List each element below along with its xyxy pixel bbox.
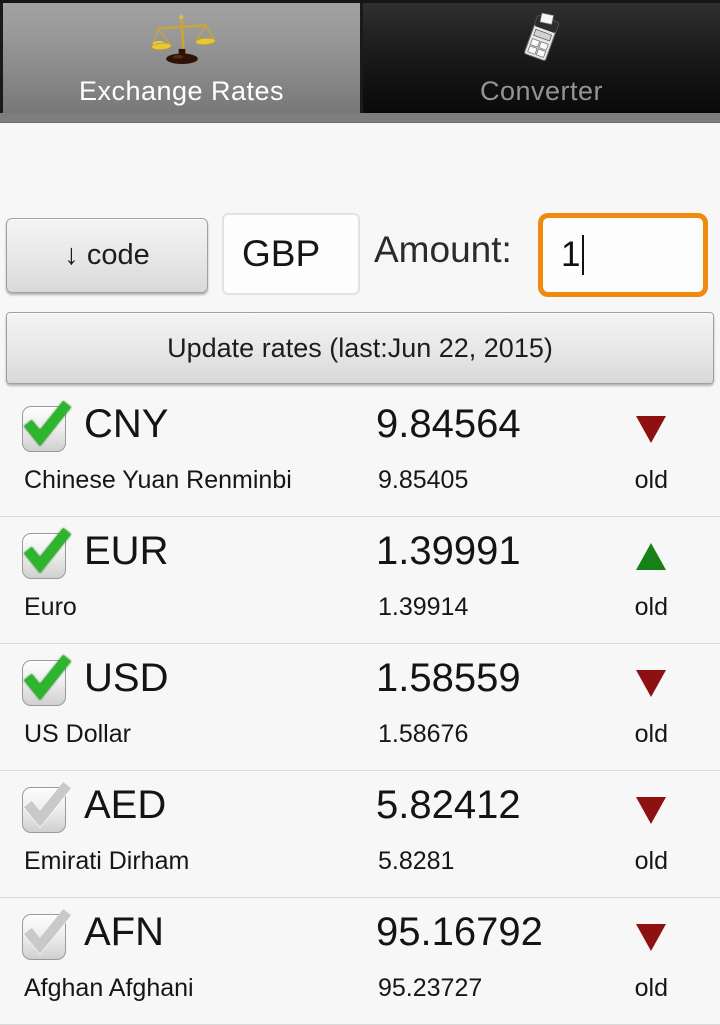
currency-name: US Dollar xyxy=(24,720,131,748)
currency-rate: 95.16792 xyxy=(376,910,543,954)
currency-rate: 1.58559 xyxy=(376,656,521,700)
trend-down-icon xyxy=(636,416,666,443)
currency-checkbox[interactable] xyxy=(22,654,72,706)
balance-scale-icon xyxy=(149,10,215,68)
currency-code: AED xyxy=(84,783,167,827)
currency-name: Euro xyxy=(24,593,77,621)
base-currency-field[interactable]: GBP xyxy=(222,213,360,295)
currency-name: Emirati Dirham xyxy=(24,847,190,875)
currency-row-eur[interactable]: EUR 1.39991 Euro 1.39914 old xyxy=(0,517,720,644)
tab-label: Exchange Rates xyxy=(78,76,285,106)
currency-name: Chinese Yuan Renminbi xyxy=(24,466,292,494)
old-label: old xyxy=(634,847,668,875)
old-label: old xyxy=(634,466,668,494)
tab-exchange-rates[interactable]: Exchange Rates xyxy=(0,3,363,113)
amount-input[interactable]: 1 xyxy=(538,213,708,297)
amount-value: 1 xyxy=(561,235,581,274)
currency-rate: 1.39991 xyxy=(376,529,521,573)
old-label: old xyxy=(634,593,668,621)
trend-down-icon xyxy=(636,924,666,951)
update-rates-button[interactable]: Update rates (last:Jun 22, 2015) xyxy=(6,312,714,384)
old-rate: 95.23727 xyxy=(378,974,483,1002)
trend-up-icon xyxy=(636,543,666,570)
currency-row-usd[interactable]: USD 1.58559 US Dollar 1.58676 old xyxy=(0,644,720,771)
controls-bar: ↓ code GBP Amount: 1 xyxy=(0,213,720,297)
currency-row-cny[interactable]: CNY 9.84564 Chinese Yuan Renminbi 9.8540… xyxy=(0,390,720,517)
trend-down-icon xyxy=(636,670,666,697)
old-rate: 9.85405 xyxy=(378,466,469,494)
currency-checkbox[interactable] xyxy=(22,400,72,452)
tab-converter[interactable]: Converter xyxy=(363,3,720,113)
currency-code: USD xyxy=(84,656,169,700)
sort-by-code-button[interactable]: ↓ code xyxy=(6,218,208,293)
currency-rate: 5.82412 xyxy=(376,783,521,827)
currency-rate: 9.84564 xyxy=(376,402,521,446)
old-label: old xyxy=(634,974,668,1002)
trend-down-icon xyxy=(636,797,666,824)
calculator-icon xyxy=(519,10,565,68)
currency-checkbox[interactable] xyxy=(22,527,72,579)
tab-strip xyxy=(0,113,720,123)
currency-name: Afghan Afghani xyxy=(24,974,194,1002)
currency-row-afn[interactable]: AFN 95.16792 Afghan Afghani 95.23727 old xyxy=(0,898,720,1025)
old-label: old xyxy=(634,720,668,748)
currency-code: AFN xyxy=(84,910,164,954)
old-rate: 1.58676 xyxy=(378,720,469,748)
amount-label: Amount: xyxy=(374,229,512,270)
old-rate: 5.8281 xyxy=(378,847,455,875)
currency-checkbox[interactable] xyxy=(22,781,72,833)
currency-code: EUR xyxy=(84,529,169,573)
old-rate: 1.39914 xyxy=(378,593,469,621)
currency-code: CNY xyxy=(84,402,169,446)
rates-list: CNY 9.84564 Chinese Yuan Renminbi 9.8540… xyxy=(0,390,720,1025)
currency-checkbox[interactable] xyxy=(22,908,72,960)
tab-bar: Exchange Rates Converter xyxy=(0,0,720,113)
text-caret xyxy=(582,235,585,275)
tab-label: Converter xyxy=(479,76,604,106)
currency-row-aed[interactable]: AED 5.82412 Emirati Dirham 5.8281 old xyxy=(0,771,720,898)
